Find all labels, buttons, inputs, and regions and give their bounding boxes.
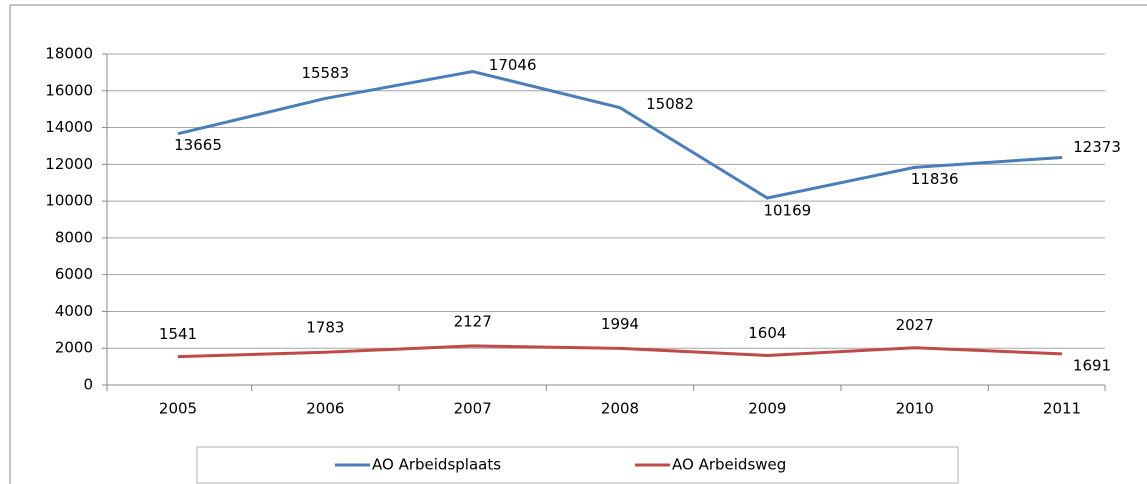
y-tick-label: 14000: [45, 118, 93, 136]
legend-label: AO Arbeidsplaats: [372, 456, 501, 474]
y-tick-label: 4000: [55, 302, 93, 320]
y-tick-label: 12000: [45, 155, 93, 173]
series-line: [177, 70, 1063, 200]
data-label: 10169: [763, 202, 811, 220]
data-label: 17046: [489, 56, 537, 74]
y-tick-label: 0: [83, 376, 93, 394]
data-label: 12373: [1073, 138, 1121, 156]
legend-label: AO Arbeidsweg: [672, 456, 786, 474]
data-label: 11836: [911, 170, 959, 188]
x-tick-label: 2005: [159, 400, 197, 418]
x-tick-label: 2006: [306, 400, 344, 418]
data-label: 1691: [1073, 356, 1111, 374]
y-tick-label: 18000: [45, 45, 93, 63]
y-tick-label: 2000: [55, 339, 93, 357]
y-tick-label: 16000: [45, 81, 93, 99]
x-tick-label: 2010: [896, 400, 934, 418]
data-label: 13665: [174, 136, 222, 154]
legend-box: [196, 446, 959, 484]
data-label: 2027: [896, 316, 934, 334]
data-label: 2127: [454, 312, 492, 330]
data-label: 15082: [646, 95, 694, 113]
x-tick-label: 2011: [1043, 400, 1081, 418]
y-tick-label: 8000: [55, 228, 93, 246]
y-tick-label: 10000: [45, 192, 93, 210]
frame: [9, 4, 1147, 484]
data-label: 1604: [748, 324, 786, 342]
series-line: [177, 344, 1063, 359]
data-label: 15583: [301, 64, 349, 82]
x-tick-label: 2008: [601, 400, 639, 418]
data-label: 1994: [601, 315, 639, 333]
x-tick-label: 2009: [748, 400, 786, 418]
data-label: 1783: [306, 319, 344, 337]
y-tick-label: 6000: [55, 265, 93, 283]
x-tick-label: 2007: [454, 400, 492, 418]
data-label: 1541: [159, 325, 197, 343]
